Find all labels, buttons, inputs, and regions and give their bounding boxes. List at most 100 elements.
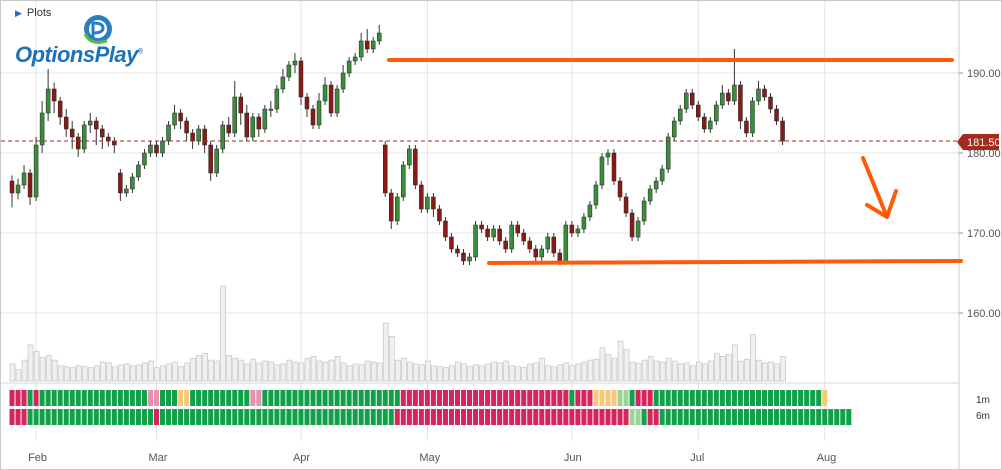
heatmap-cell-6m	[310, 409, 316, 425]
heatmap-cell-1m	[15, 390, 21, 406]
heatmap-cell-1m	[822, 390, 828, 406]
volume-bar	[503, 360, 509, 382]
heatmap-cell-6m	[846, 409, 852, 425]
heatmap-cell-1m	[9, 390, 15, 406]
heatmap-cell-1m	[244, 390, 250, 406]
heatmap-cell-6m	[677, 409, 683, 425]
candle-body	[768, 96, 773, 110]
candle-body	[467, 256, 472, 262]
heatmap-cell-6m	[653, 409, 659, 425]
candle-body	[521, 232, 526, 242]
volume-bar	[51, 359, 58, 382]
heatmap-cell-1m	[250, 390, 256, 406]
candle-body	[100, 128, 105, 138]
candle-body	[45, 88, 51, 114]
heatmap-cell-6m	[388, 409, 394, 425]
heatmap-cell-1m	[262, 390, 268, 406]
volume-bar	[726, 354, 732, 382]
heatmap-cell-1m	[184, 390, 190, 406]
heatmap-cell-1m	[701, 390, 707, 406]
candle-body	[75, 136, 81, 150]
heatmap-cell-1m	[792, 390, 798, 406]
heatmap-cell-6m	[262, 409, 268, 425]
volume-bar	[214, 360, 220, 382]
heatmap-cell-1m	[117, 390, 123, 406]
volume-bar	[467, 366, 473, 382]
candle-body	[15, 184, 21, 194]
heatmap-cell-6m	[840, 409, 846, 425]
heatmap-cell-6m	[226, 409, 232, 425]
heatmap-cell-1m	[214, 390, 220, 406]
heatmap-cell-1m	[599, 390, 605, 406]
heatmap-cell-1m	[563, 390, 569, 406]
heatmap-cell-6m	[9, 409, 15, 425]
volume-bar	[358, 364, 365, 382]
volume-bar	[328, 359, 335, 382]
heatmap-cell-6m	[27, 409, 33, 425]
heatmap-cell-6m	[346, 409, 352, 425]
candle-body	[184, 120, 189, 134]
heatmap-cell-1m	[412, 390, 418, 406]
volume-bar	[100, 361, 106, 382]
candle-body	[449, 236, 454, 250]
heatmap-cell-1m	[671, 390, 677, 406]
candle-body	[57, 100, 63, 118]
candle-body	[202, 128, 207, 146]
volume-bar	[238, 359, 245, 382]
heatmap-cell-6m	[316, 409, 322, 425]
volume-bar	[81, 366, 88, 382]
candle-body	[63, 116, 69, 130]
heatmap-cell-1m	[93, 390, 99, 406]
volume-bar	[623, 349, 630, 382]
volume-bar	[689, 365, 696, 382]
candle-body	[744, 120, 749, 134]
volume-bar	[370, 361, 377, 382]
candle-body	[738, 84, 743, 122]
candle-body	[389, 192, 394, 222]
heatmap-cell-1m	[677, 390, 683, 406]
candle-body	[382, 144, 388, 194]
candle-body	[599, 156, 605, 186]
heatmap-cell-6m	[533, 409, 539, 425]
volume-bar	[647, 355, 654, 382]
candle-body	[334, 88, 340, 114]
heatmap-cell-6m	[33, 409, 39, 425]
heatmap-cell-1m	[226, 390, 232, 406]
heatmap-cell-1m	[485, 390, 491, 406]
volume-bar	[27, 344, 34, 382]
candle-body	[106, 136, 111, 142]
candle-body	[232, 96, 237, 134]
heatmap-cell-1m	[665, 390, 671, 406]
heatmap-cell-6m	[725, 409, 731, 425]
heatmap-cell-6m	[641, 409, 647, 425]
heatmap-cell-1m	[370, 390, 376, 406]
candle-body	[780, 120, 785, 142]
heatmap-cell-6m	[418, 409, 424, 425]
heatmap-cell-1m	[611, 390, 617, 406]
candle-body	[750, 100, 755, 134]
x-tick-label: Jun	[564, 452, 582, 464]
candle-body	[419, 184, 424, 210]
heatmap-cell-1m	[256, 390, 262, 406]
heatmap-cell-6m	[250, 409, 256, 425]
heatmap-cell-1m	[208, 390, 214, 406]
heatmap-cell-6m	[45, 409, 51, 425]
candle-body	[220, 124, 225, 150]
volume-bar	[196, 355, 202, 382]
candle-body	[431, 196, 436, 210]
heatmap-cell-6m	[141, 409, 147, 425]
heatmap-cell-1m	[749, 390, 755, 406]
plots-toggle[interactable]: ▶ Plots	[15, 7, 51, 19]
heatmap-cell-6m	[370, 409, 376, 425]
plots-label: Plots	[26, 7, 52, 19]
heatmap-cell-1m	[647, 390, 653, 406]
candle-body	[407, 148, 412, 166]
heatmap-cell-1m	[623, 390, 629, 406]
volume-bar	[322, 361, 329, 382]
volume-bar	[21, 359, 28, 382]
candle-body	[690, 92, 695, 106]
candle-body	[774, 108, 779, 122]
heatmap-cell-1m	[232, 390, 238, 406]
volume-bar	[87, 367, 94, 382]
